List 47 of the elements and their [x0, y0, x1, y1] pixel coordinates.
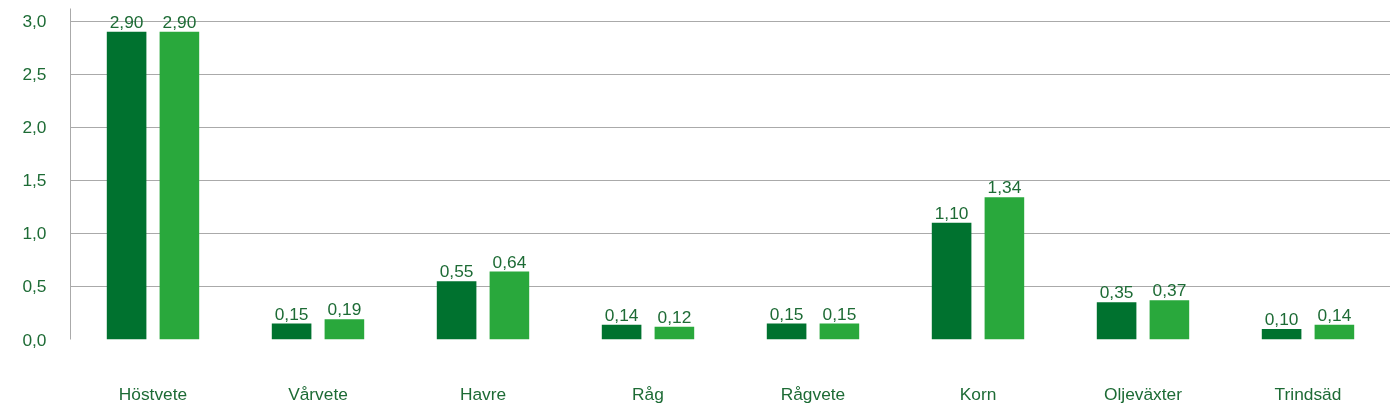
bar	[984, 197, 1025, 340]
x-tick-label: Höstvete	[118, 383, 188, 404]
data-label: 0,37	[1152, 280, 1187, 301]
data-label: 0,15	[822, 303, 857, 324]
x-tick-label: Råg	[632, 383, 664, 404]
bar	[324, 319, 365, 340]
data-label: 0,12	[657, 306, 692, 327]
x-tick-label: Rågvete	[780, 383, 846, 404]
data-label: 1,34	[987, 177, 1022, 198]
bar	[271, 323, 312, 340]
data-label: 0,35	[1099, 282, 1134, 303]
y-tick-label: 2,5	[22, 64, 47, 85]
y-tick-label: 2,0	[22, 117, 47, 138]
bar	[1149, 300, 1190, 340]
data-label: 0,64	[492, 251, 527, 272]
data-label: 0,14	[1317, 304, 1352, 325]
data-label: 0,19	[327, 299, 362, 320]
x-tick-label: Korn	[959, 383, 997, 404]
bar	[106, 31, 147, 340]
data-label: 0,15	[274, 303, 309, 324]
bar	[819, 323, 860, 340]
x-tick-label: Oljeväxter	[1104, 383, 1183, 404]
data-label: 1,10	[934, 202, 969, 223]
bar	[654, 326, 695, 340]
y-tick-label: 1,5	[22, 170, 47, 191]
data-label: 2,90	[162, 11, 197, 32]
bar	[766, 323, 807, 340]
x-tick-label: Havre	[459, 383, 507, 404]
y-tick-label: 3,0	[22, 11, 47, 32]
data-label: 2,90	[109, 11, 144, 32]
x-tick-label: Trindsäd	[1274, 383, 1342, 404]
bar	[436, 281, 477, 340]
data-label: 0,15	[769, 303, 804, 324]
y-tick-label: 1,0	[22, 223, 47, 244]
data-label: 0,55	[439, 261, 474, 282]
data-label: 0,14	[604, 304, 639, 325]
bar	[1096, 302, 1137, 340]
y-tick-label: 0,5	[22, 276, 47, 297]
data-label: 0,10	[1264, 308, 1299, 329]
x-tick-label: Vårvete	[288, 383, 348, 404]
bar	[601, 324, 642, 340]
bar	[1261, 328, 1302, 340]
bar	[931, 222, 972, 340]
bar	[489, 271, 530, 340]
y-tick-label: 0,0	[22, 329, 47, 350]
bar	[159, 31, 200, 340]
bar	[1314, 324, 1355, 340]
